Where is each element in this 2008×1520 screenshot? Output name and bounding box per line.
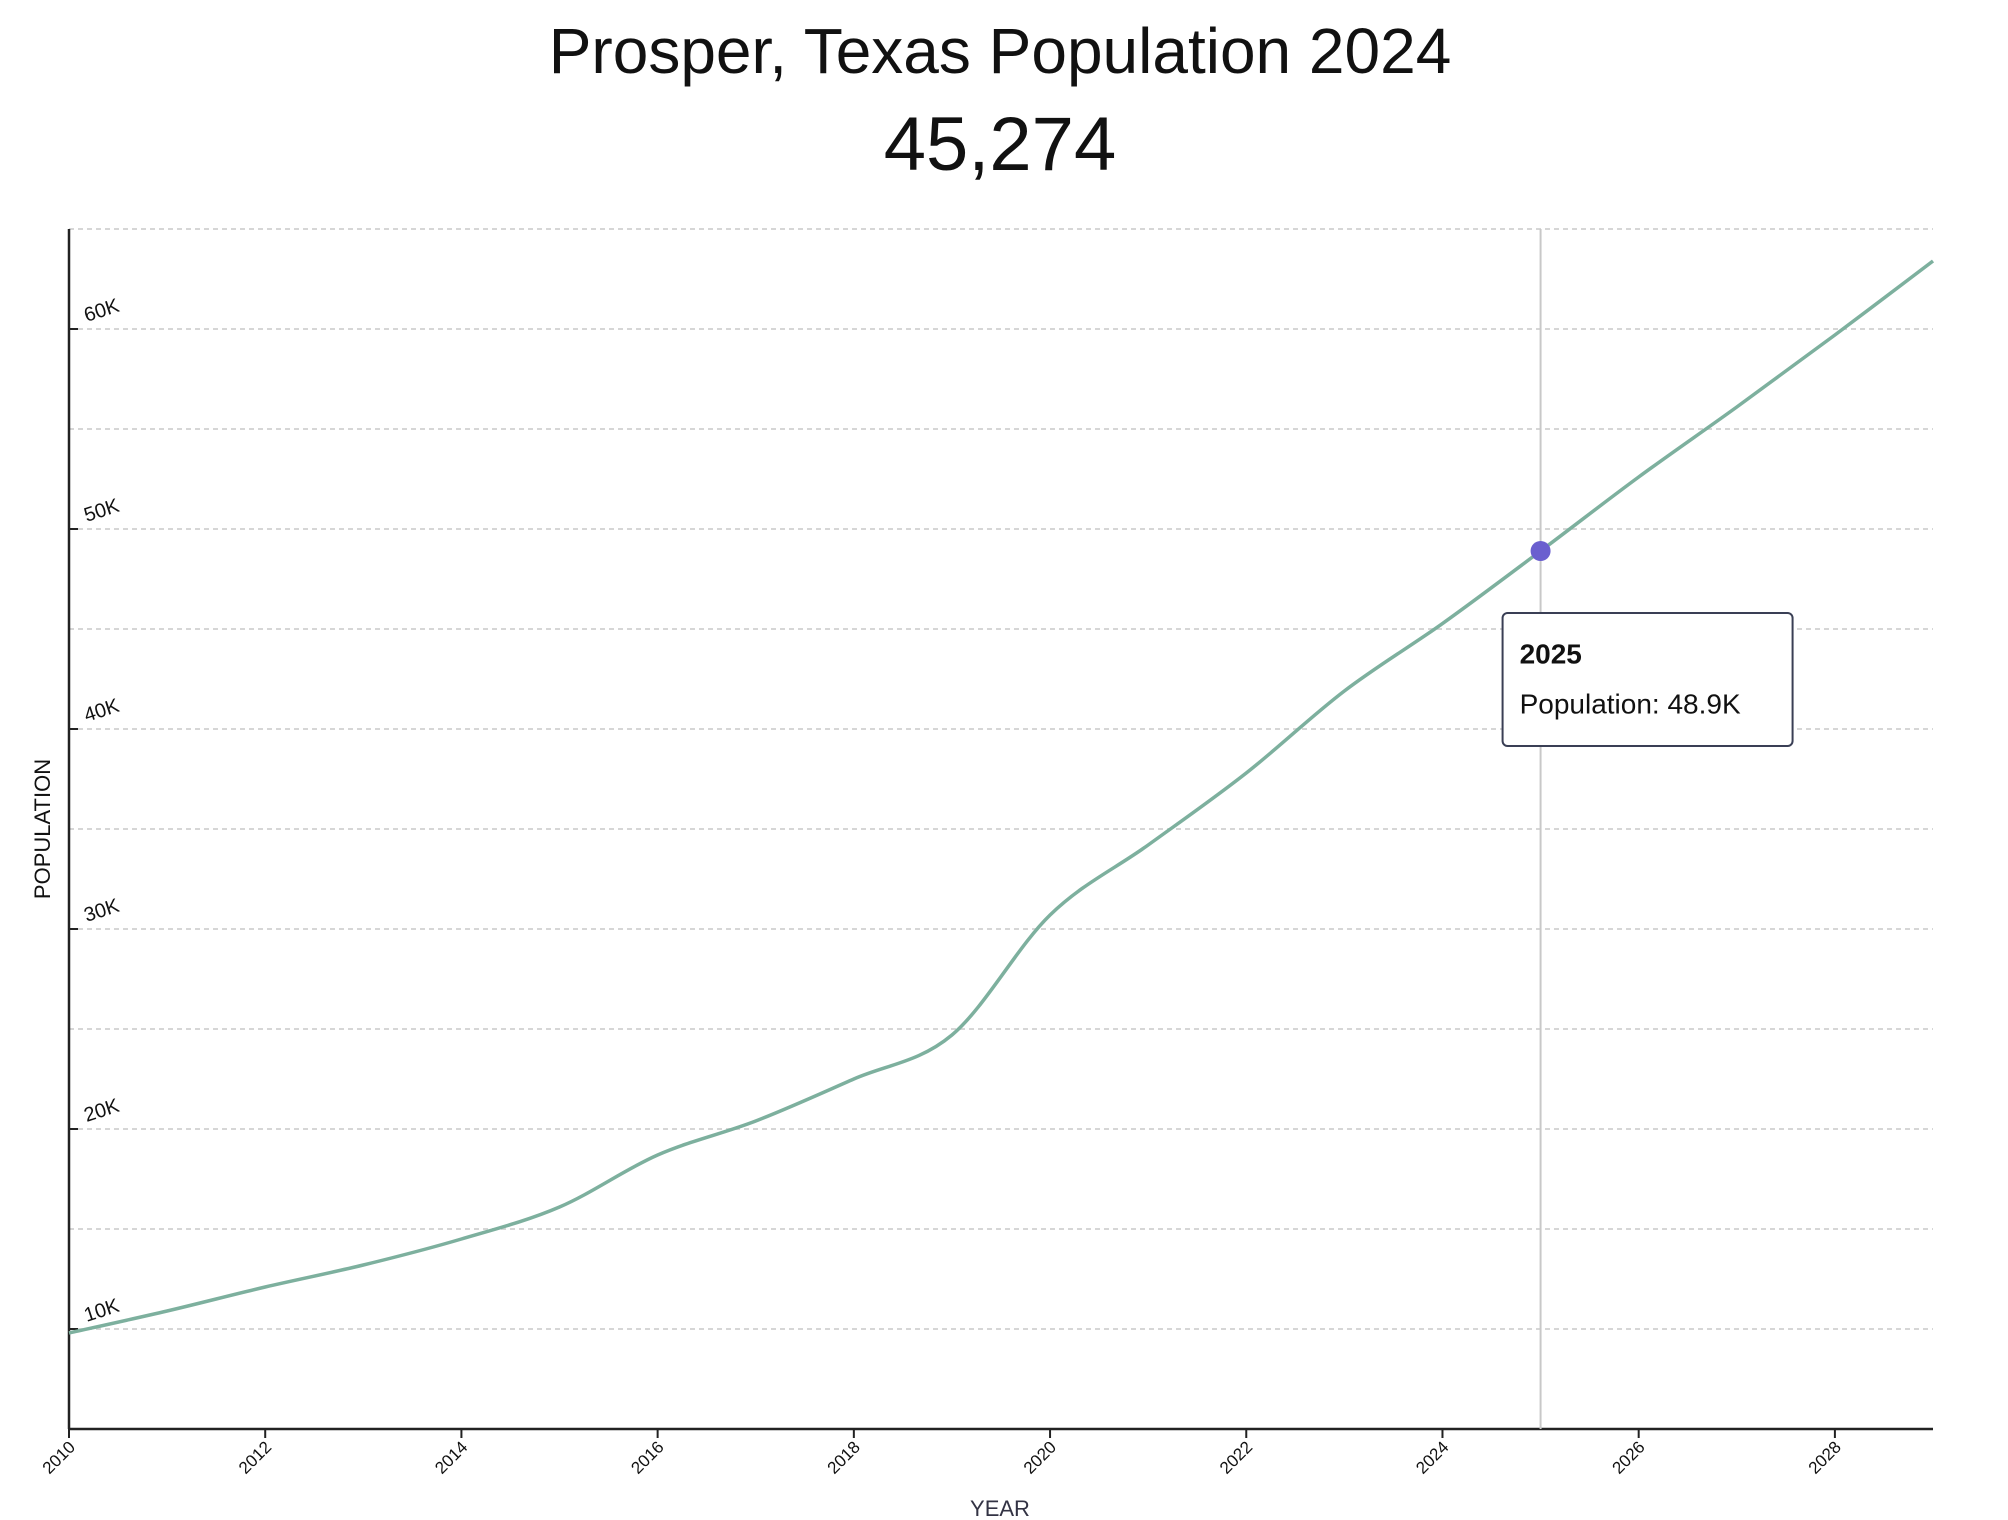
- x-tick-label: 2010: [39, 1438, 79, 1478]
- tooltip-label: Population: 48.9K: [1520, 688, 1741, 719]
- x-tick-label: 2016: [627, 1438, 667, 1478]
- x-tick-label: 2012: [235, 1438, 275, 1478]
- chart-title: Prosper, Texas Population 2024: [549, 15, 1452, 87]
- y-tick-label: 30K: [81, 895, 122, 927]
- x-tick-label: 2022: [1216, 1438, 1256, 1478]
- tooltip-box: [1501, 612, 1794, 747]
- tooltip: 2025 Population: 48.9K: [1501, 612, 1794, 747]
- x-tick-label: 2028: [1805, 1438, 1845, 1478]
- x-tick-label: 2020: [1020, 1438, 1060, 1478]
- x-axis-label: YEAR: [970, 1496, 1030, 1520]
- y-tick-label: 20K: [81, 1095, 122, 1127]
- y-axis-label: POPULATION: [30, 759, 55, 899]
- series-line: [68, 259, 1935, 1335]
- chart-subtitle: 45,274: [884, 102, 1116, 187]
- highlight-point: [1530, 541, 1551, 561]
- x-tick-label: 2018: [824, 1438, 864, 1478]
- y-tick-label: 60K: [81, 295, 122, 327]
- y-tick-label: 50K: [81, 495, 122, 527]
- tooltip-title: 2025: [1520, 638, 1582, 669]
- x-tick-label: 2024: [1412, 1438, 1452, 1478]
- y-tick-label: 40K: [81, 695, 122, 727]
- x-tick-label: 2014: [431, 1438, 471, 1478]
- x-tick-label: 2026: [1609, 1438, 1649, 1478]
